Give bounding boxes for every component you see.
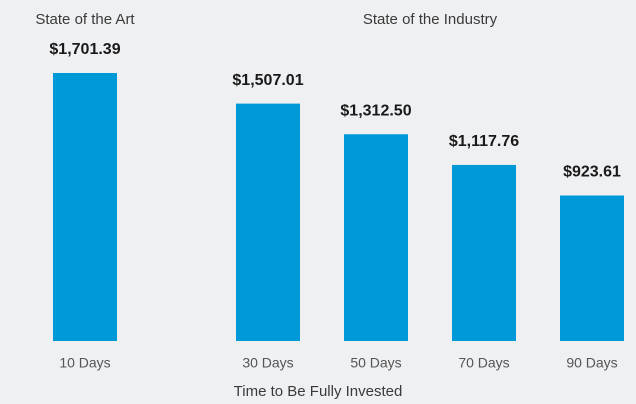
x-tick-label: 30 Days [242, 355, 293, 371]
bar [560, 195, 624, 341]
value-label: $1,507.01 [232, 72, 303, 89]
group-label: State of the Industry [363, 11, 498, 28]
x-tick-label: 90 Days [566, 355, 617, 371]
x-tick-label: 10 Days [59, 355, 110, 371]
x-tick-label: 70 Days [458, 355, 509, 371]
value-label: $1,312.50 [340, 102, 411, 119]
group-label: State of the Art [35, 11, 135, 28]
value-label: $1,701.39 [49, 41, 120, 58]
bar [53, 73, 117, 341]
value-label: $923.61 [563, 164, 621, 181]
value-label: $1,117.76 [449, 133, 519, 150]
bar [452, 164, 516, 341]
bar [236, 103, 300, 341]
x-tick-label: 50 Days [350, 355, 401, 371]
bar [344, 134, 408, 341]
x-axis-label: Time to Be Fully Invested [234, 383, 403, 400]
